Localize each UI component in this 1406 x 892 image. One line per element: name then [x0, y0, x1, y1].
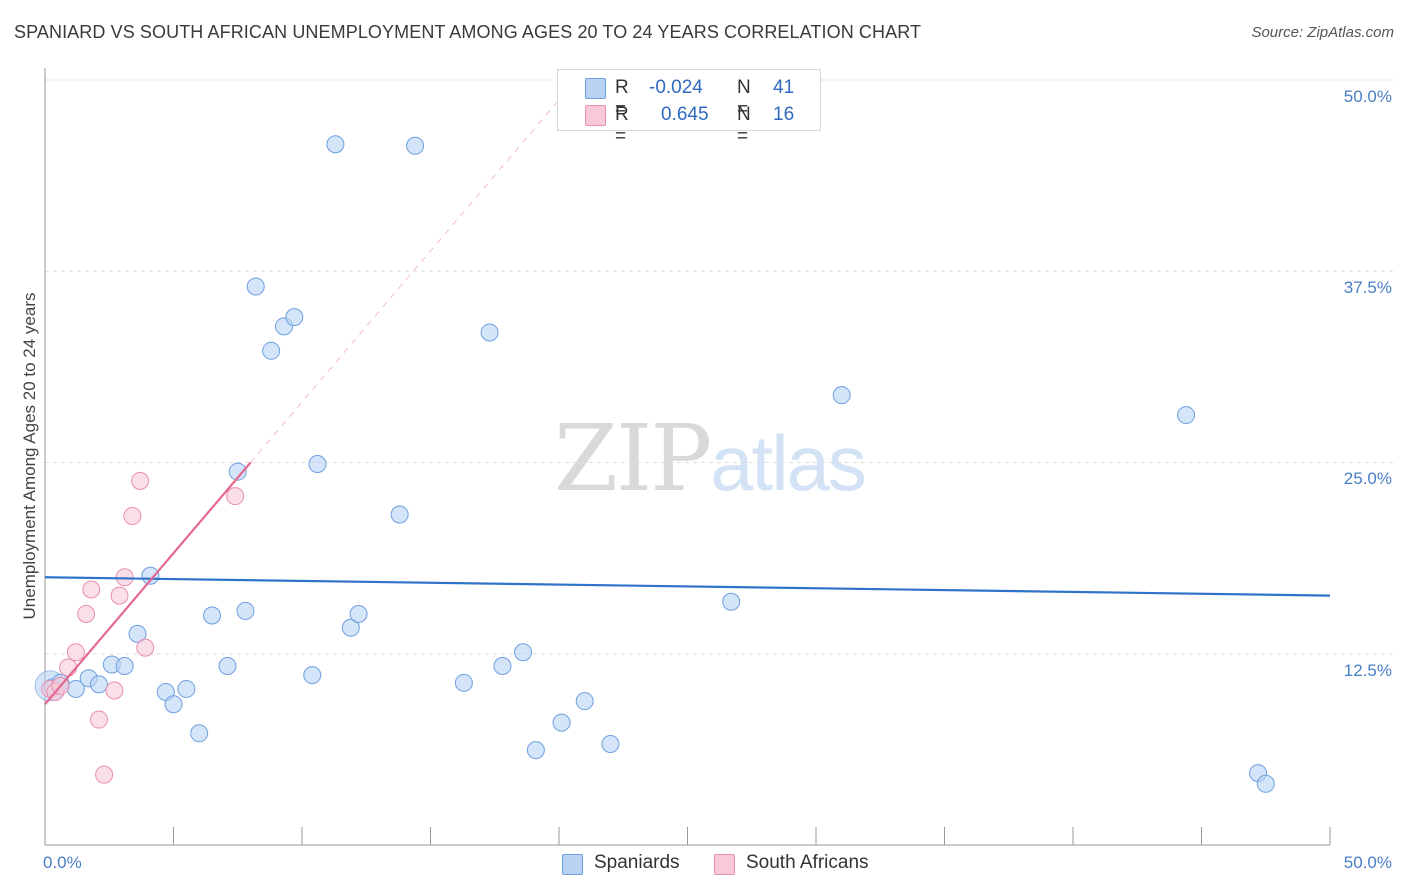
spaniard-point: [246, 277, 265, 296]
spaniard-point: [722, 592, 741, 611]
south-african-point: [131, 471, 150, 490]
x-tick-label: 50.0%: [1343, 853, 1392, 872]
south-african-point: [95, 765, 114, 784]
legend-n-label: N =: [737, 77, 751, 120]
legend-r-label: R =: [615, 104, 629, 147]
spaniard-point: [349, 604, 368, 623]
y-tick-label: 50.0%: [1343, 87, 1392, 106]
y-axis-label: Unemployment Among Ages 20 to 24 years: [20, 292, 39, 620]
spaniards-trend-line: [44, 576, 1331, 597]
spaniard-point: [190, 724, 209, 743]
legend-swatch-blue: [562, 854, 583, 875]
legend-label: South Africans: [746, 852, 869, 873]
y-tick-label: 12.5%: [1343, 661, 1392, 680]
spaniard-point: [514, 643, 533, 662]
south-african-point: [77, 604, 96, 623]
spaniard-point: [308, 455, 327, 474]
stats-legend: R = -0.024 N = 41 R = 0.645 N = 16: [557, 69, 821, 147]
spaniard-point: [832, 386, 851, 405]
legend-swatch-pink: [714, 854, 735, 875]
spaniard-point: [341, 618, 360, 637]
y-tick-label: 25.0%: [1343, 469, 1392, 488]
spaniard-point: [526, 741, 545, 760]
south-african-point: [59, 658, 78, 677]
spaniard-point: [303, 666, 322, 685]
legend-r-value: 0.645: [661, 104, 709, 125]
spaniard-point: [601, 735, 620, 754]
spaniard-point: [1177, 406, 1196, 425]
legend-n-value: 41: [773, 77, 795, 98]
spaniard-point: [203, 606, 222, 625]
spaniard-point: [493, 656, 512, 675]
spaniard-point: [89, 675, 108, 694]
spaniard-point: [262, 341, 281, 360]
south-african-point: [89, 710, 108, 729]
south-africans-trend-line: [250, 93, 565, 463]
legend-swatch-pink: [585, 105, 606, 126]
spaniard-point: [1256, 774, 1275, 793]
source-label: Source: ZipAtlas.com: [1251, 24, 1394, 41]
south-african-point: [123, 507, 142, 526]
legend-r-value: -0.024: [649, 77, 703, 98]
south-african-point: [105, 681, 124, 700]
south-african-point: [82, 580, 101, 599]
spaniard-point: [552, 713, 571, 732]
spaniard-point: [236, 601, 255, 620]
south-african-point: [136, 638, 155, 657]
watermark-zip: ZIP: [554, 405, 712, 512]
spaniard-point: [141, 566, 160, 585]
spaniard-point: [177, 679, 196, 698]
legend-r-label: R =: [615, 77, 629, 120]
y-tick-label: 37.5%: [1343, 278, 1392, 297]
south-african-point: [110, 586, 129, 605]
spaniard-point: [454, 673, 473, 692]
legend-n-value: 16: [773, 104, 795, 125]
spaniard-point: [228, 462, 247, 481]
legend-n-label: N =: [737, 104, 751, 147]
south-africans-trend-line: [44, 461, 252, 705]
spaniard-point: [480, 323, 499, 342]
spaniard-point: [326, 135, 345, 154]
spaniard-point: [128, 624, 147, 643]
south-african-point: [66, 643, 85, 662]
spaniard-point: [164, 695, 183, 714]
spaniard-point: [115, 656, 134, 675]
spaniard-point: [390, 505, 409, 524]
x-tick-label: 0.0%: [43, 853, 82, 872]
spaniard-point: [406, 136, 425, 155]
spaniard-point: [218, 656, 237, 675]
south-african-point: [226, 487, 245, 506]
legend-swatch-blue: [585, 78, 606, 99]
legend-label: Spaniards: [594, 852, 680, 873]
spaniard-point: [575, 692, 594, 711]
chart-title: SPANIARD VS SOUTH AFRICAN UNEMPLOYMENT A…: [14, 22, 922, 42]
spaniard-point: [285, 308, 304, 327]
